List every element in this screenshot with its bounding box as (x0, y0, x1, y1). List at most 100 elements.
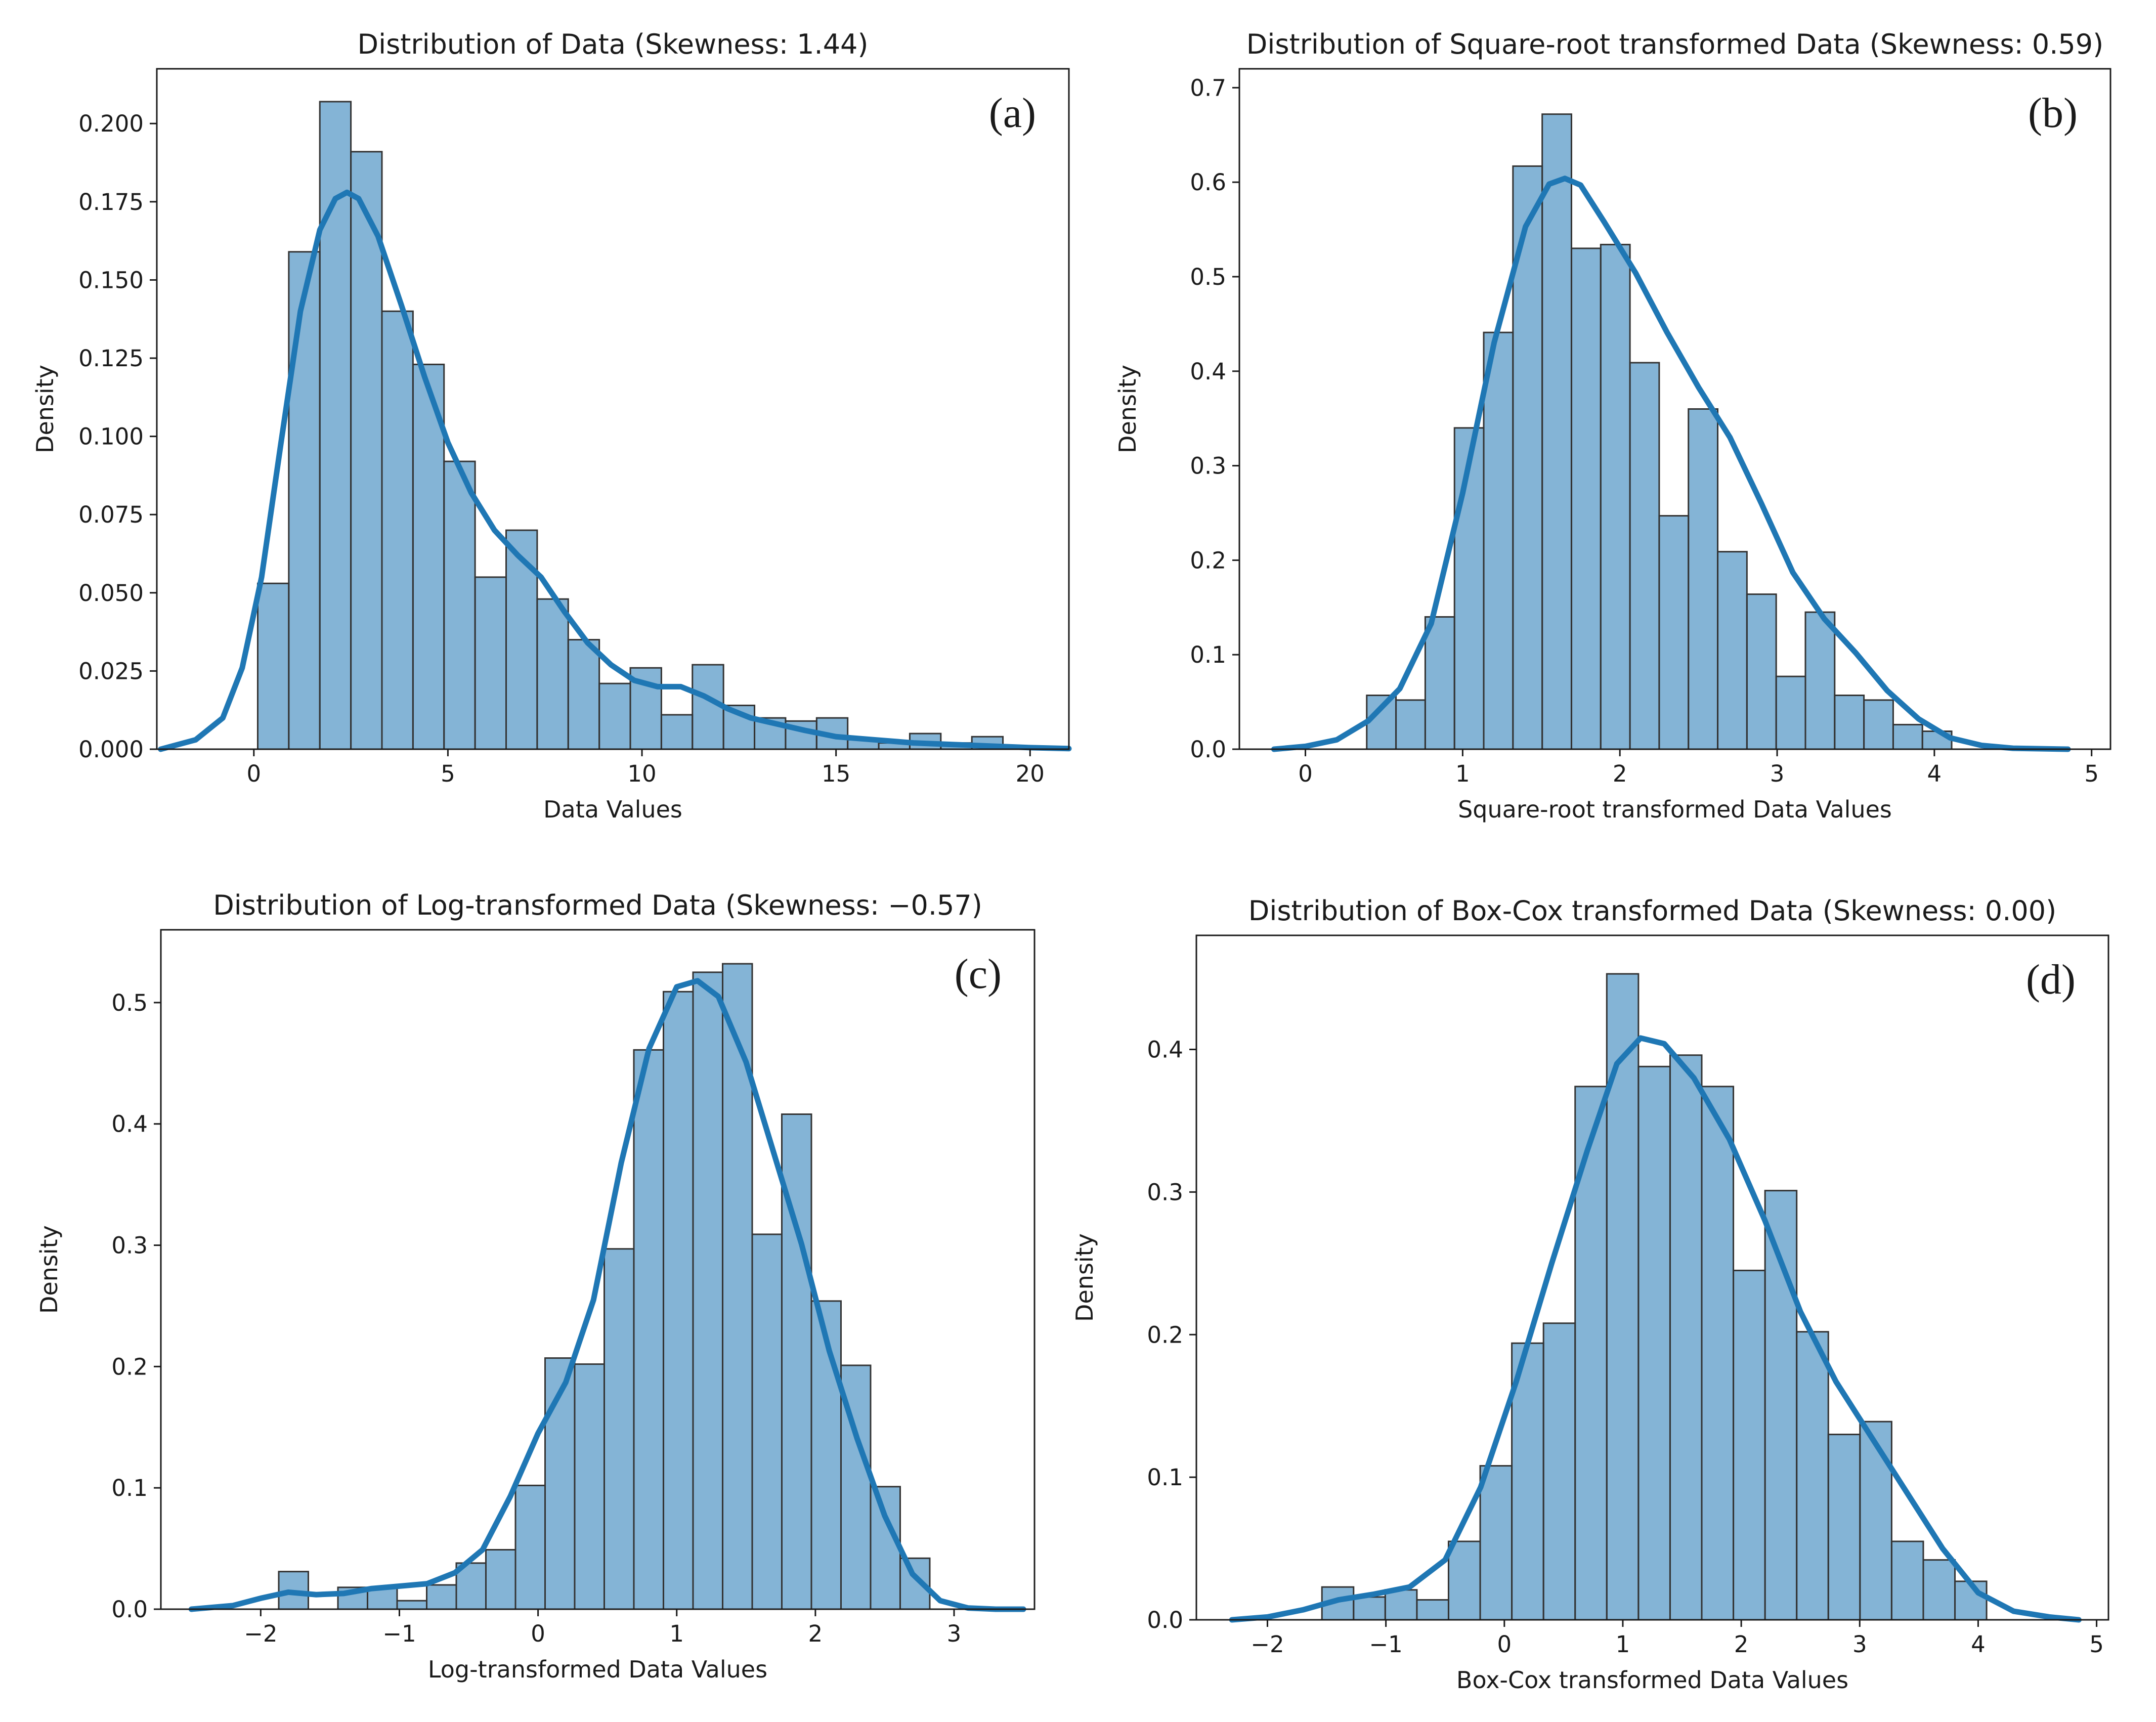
plot-frame (160, 929, 1036, 1610)
y-tick-label: 0.2 (1190, 547, 1226, 574)
histogram-bar (1804, 611, 1836, 750)
histogram-bar (1353, 1596, 1386, 1621)
y-axis-label: Density (35, 1225, 63, 1314)
x-tick-label: 1 (669, 1620, 684, 1647)
kde-curve (1271, 176, 2071, 752)
histogram-bar (396, 1600, 427, 1610)
histogram-bar (485, 1548, 516, 1610)
x-tick-label: 0 (1298, 760, 1313, 787)
histogram-bar (1890, 1540, 1924, 1621)
histogram-bar (1859, 1420, 1892, 1621)
histogram-bar (514, 1484, 546, 1610)
plot-frame (1238, 68, 2111, 750)
histogram-bar (1637, 1065, 1671, 1621)
y-tick-label: 0.100 (78, 423, 144, 450)
x-axis-label: Square-root transformed Data Values (1458, 796, 1892, 823)
x-tick-label: 10 (627, 760, 656, 787)
histogram-bar (1479, 1465, 1513, 1621)
histogram-bar (381, 310, 414, 750)
y-tick-label: 0.2 (111, 1353, 148, 1380)
histogram-bar (536, 598, 569, 750)
histogram-bar (1775, 675, 1806, 750)
histogram-bar (1922, 1559, 1956, 1621)
histogram-bar (1447, 1540, 1481, 1621)
x-tick-label: −1 (382, 1620, 416, 1647)
x-tick-label: 4 (1927, 760, 1942, 787)
kde-curve (1229, 1035, 2082, 1623)
y-axis-label: Density (31, 365, 59, 453)
y-tick-label: 0.075 (78, 501, 144, 528)
histogram-bar (633, 1049, 664, 1610)
histogram-bar (1541, 113, 1572, 750)
x-axis-label: Box-Cox transformed Data Values (1456, 1666, 1848, 1694)
histogram-bar (474, 576, 507, 750)
histogram-bar (443, 460, 476, 750)
y-axis-label: Density (1114, 365, 1141, 453)
chart-title: Distribution of Square-root transformed … (1246, 28, 2103, 60)
x-tick-label: 0 (531, 1620, 545, 1647)
chart-panel-c: −2 −1 0 1 2 3 0.0 0.1 0.2 0.3 0.4 0.5 Distribution o… (35, 889, 1036, 1683)
y-tick-label: 0.200 (78, 110, 144, 137)
histogram-bar (1384, 1589, 1418, 1621)
y-tick-label: 0.0 (1147, 1607, 1183, 1633)
histogram-bar (1834, 695, 1865, 750)
y-tick-label: 0.0 (111, 1596, 148, 1623)
histogram-bar (751, 1233, 783, 1610)
chart-panel-a: 0 5 10 15 20 0.000 0.025 0.050 0.075 0.100 0.125 0.… (31, 28, 1072, 823)
y-tick-label: 0.125 (78, 345, 144, 372)
histogram-bar (1600, 243, 1631, 750)
x-tick-label: −2 (1251, 1631, 1284, 1658)
x-tick-label: 5 (441, 760, 455, 787)
x-tick-label: 1 (1455, 760, 1470, 787)
histogram-bar (1511, 1342, 1544, 1621)
x-tick-label: 3 (1852, 1631, 1867, 1658)
histogram-bar (288, 251, 321, 750)
y-tick-label: 0.4 (1190, 358, 1226, 385)
histogram-bar (256, 582, 290, 750)
histogram-bar (505, 529, 538, 750)
y-axis-label: Density (1071, 1233, 1098, 1322)
panel-letter: (c) (955, 951, 1002, 998)
chart-panel-b: 0 1 2 3 4 5 0.0 0.1 0.2 0.3 0.4 0.5 0.6 0.7 Distributi… (1114, 28, 2111, 823)
histogram-bar (598, 682, 631, 750)
histogram-bar (870, 1486, 901, 1610)
y-tick-label: 0.3 (1190, 453, 1226, 480)
histogram-bar (319, 101, 352, 750)
x-tick-label: 4 (1971, 1631, 1986, 1658)
x-tick-label: 0 (246, 760, 261, 787)
x-tick-label: 2 (1613, 760, 1627, 787)
y-tick-label: 0.050 (78, 580, 144, 607)
histogram-bar (350, 151, 383, 750)
histogram-bar (1416, 1599, 1449, 1621)
y-tick-label: 0.7 (1190, 74, 1226, 101)
x-tick-label: 5 (2084, 760, 2099, 787)
x-axis-label: Data Values (543, 796, 682, 823)
x-tick-label: −2 (244, 1620, 277, 1647)
histogram-bar (1453, 427, 1485, 750)
y-tick-label: 0.1 (1147, 1464, 1183, 1491)
y-tick-label: 0.0 (1190, 736, 1226, 763)
x-tick-label: 20 (1016, 760, 1045, 787)
histogram-bar (603, 1248, 635, 1610)
y-tick-label: 0.3 (1147, 1179, 1183, 1206)
histogram-bar (660, 714, 694, 750)
x-tick-label: 15 (822, 760, 850, 787)
x-tick-label: 1 (1616, 1631, 1630, 1658)
y-tick-label: 0.5 (111, 989, 148, 1016)
chart-title: Distribution of Box-Cox transformed Data… (1248, 895, 2056, 927)
histogram-bar (1688, 408, 1719, 750)
x-tick-label: 2 (808, 1620, 823, 1647)
histogram-bar (1746, 593, 1777, 750)
histogram-bar (1424, 616, 1455, 750)
y-tick-label: 0.1 (111, 1475, 148, 1501)
histogram-bar (1892, 723, 1923, 750)
histogram-bar (426, 1584, 457, 1610)
histogram-bar (1629, 362, 1660, 750)
histogram-bar (662, 991, 694, 1610)
histogram-bar (1733, 1269, 1766, 1621)
x-tick-label: −1 (1369, 1631, 1402, 1658)
y-tick-label: 0.4 (111, 1111, 148, 1138)
plot-frame (1195, 934, 2109, 1621)
y-tick-label: 0.025 (78, 658, 144, 684)
